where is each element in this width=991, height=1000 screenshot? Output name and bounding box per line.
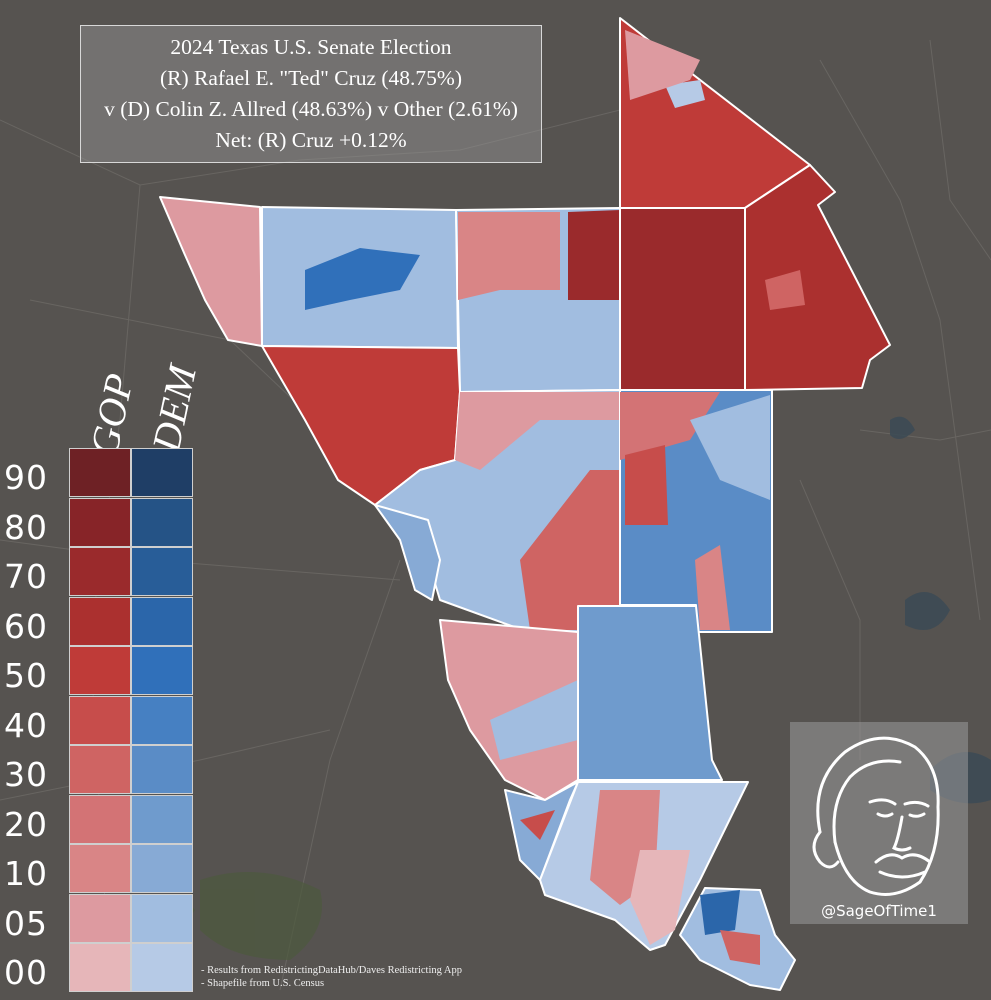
legend-dem-swatch: [131, 943, 193, 992]
legend-gop-swatch: [69, 893, 131, 943]
author-handle: @SageOfTime1: [821, 902, 937, 920]
county-north-dark-block: [619, 207, 746, 391]
county-central-red-band: [455, 392, 620, 470]
source-results: - Results from RedistrictingDataHub/Dave…: [201, 965, 463, 976]
county-north-center-dark: [568, 210, 620, 300]
legend-gop-swatch: [69, 745, 131, 794]
county-east-red-top: [620, 392, 720, 460]
county-border-metro: [374, 504, 441, 601]
source-shapefile: - Shapefile from U.S. Census: [201, 978, 325, 989]
legend-dem-swatch: [131, 745, 193, 794]
legend-gop-swatch: [69, 844, 131, 893]
legend-gop-swatch: [69, 596, 131, 646]
legend-tick-label: 00: [4, 953, 48, 992]
county-far-north-light: [665, 80, 705, 108]
legend-gop-swatch: [69, 547, 131, 596]
net-margin: Net: (R) Cruz +0.12%: [215, 128, 407, 152]
county-valley-blue: [700, 890, 740, 935]
legend-tick-label: 30: [4, 755, 48, 794]
legend-tick-label: 60: [4, 606, 48, 646]
county-bottom-south-red: [630, 850, 690, 945]
county-far-north-pale: [625, 30, 700, 100]
county-east-red-mid: [625, 445, 668, 525]
county-northeast-pale: [765, 270, 805, 310]
legend-gop-swatch: [69, 943, 131, 992]
legend-dem-swatch: [131, 497, 193, 547]
legend-dem-swatch: [131, 794, 193, 844]
county-south-central-blue: [577, 605, 723, 781]
legend-color-scale: [69, 448, 193, 992]
legend-tick-label: 20: [4, 804, 48, 844]
legend-tick-label: 50: [4, 656, 48, 695]
legend-gop-swatch: [69, 646, 131, 695]
democrat-other-result: v (D) Colin Z. Allred (48.63%) v Other (…: [104, 97, 518, 121]
legend-tick-label: 40: [4, 705, 48, 745]
county-north-center-red: [458, 212, 560, 300]
county-valley-red: [720, 930, 760, 965]
legend-dem-swatch: [131, 448, 193, 497]
county-regions: [159, 17, 891, 991]
legend-gop-swatch: [69, 695, 131, 745]
map-title-box: 2024 Texas U.S. Senate Election (R) Rafa…: [80, 25, 542, 163]
legend-dem-swatch: [131, 646, 193, 695]
county-southwest-blue-band: [490, 680, 578, 760]
map-title: 2024 Texas U.S. Senate Election: [170, 35, 452, 59]
legend-dem-swatch: [131, 695, 193, 745]
republican-candidate-result: (R) Rafael E. "Ted" Cruz (48.75%): [159, 66, 463, 90]
legend-tick-label: 05: [4, 903, 48, 943]
county-northeast: [744, 164, 891, 391]
legend-tick-label: 90: [4, 458, 48, 497]
legend-dem-swatch: [131, 596, 193, 646]
county-northwest-strip: [159, 196, 263, 347]
legend-gop-swatch: [69, 794, 131, 844]
legend-gop-swatch: [69, 448, 131, 497]
author-portrait-icon: [812, 736, 940, 896]
legend-tick-label: 70: [4, 557, 48, 596]
legend-tick-label: 10: [4, 854, 48, 893]
source-notes: - Results from RedistrictingDataHub/Dave…: [201, 964, 462, 990]
legend-tick-label: 80: [4, 507, 48, 547]
county-east-red-lower: [695, 545, 730, 630]
author-credit-box: @SageOfTime1: [790, 722, 968, 924]
legend-gop-swatch: [69, 497, 131, 547]
legend-dem-swatch: [131, 547, 193, 596]
legend-dem-swatch: [131, 844, 193, 893]
county-northwest-core: [305, 248, 420, 310]
county-bottom-red-pocket: [520, 810, 555, 840]
county-central-south-red: [520, 470, 620, 630]
legend-dem-swatch: [131, 893, 193, 943]
county-east-pale-right: [690, 395, 770, 500]
